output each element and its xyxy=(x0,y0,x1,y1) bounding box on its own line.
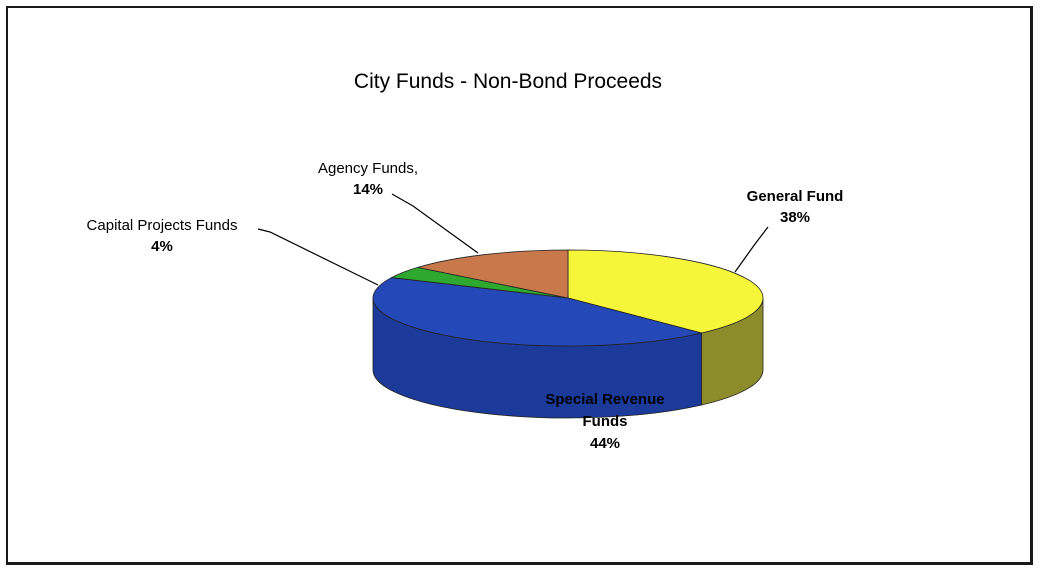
pie-group xyxy=(372,249,764,419)
pie-chart: City Funds - Non-Bond Proceeds General F… xyxy=(87,70,844,452)
pie-slice-general-fund xyxy=(567,249,764,334)
slice-value-special-revenue-funds: 44% xyxy=(590,435,620,452)
slice-label-agency-funds: Agency Funds, xyxy=(318,160,418,177)
pie-slice-agency-funds xyxy=(417,249,569,299)
pie-slice-special-revenue-funds xyxy=(372,277,702,347)
slice-value-general-fund: 38% xyxy=(780,209,810,226)
chart-frame: City Funds - Non-Bond Proceeds General F… xyxy=(6,6,1033,565)
slice-label-general-fund: General Fund xyxy=(747,188,844,205)
leader-line-general-fund xyxy=(734,226,769,273)
slice-value-capital-projects-funds: 4% xyxy=(151,238,173,255)
slice-value-agency-funds: 14% xyxy=(353,181,383,198)
slice-label-capital-projects-funds: Capital Projects Funds xyxy=(87,217,238,234)
label-group: General Fund 38% Special Revenue Funds 4… xyxy=(87,160,844,452)
slice-label-special-revenue-funds-line1: Special Revenue xyxy=(545,391,664,408)
leader-line-agency-funds xyxy=(391,193,479,254)
slice-label-special-revenue-funds-line2: Funds xyxy=(583,413,628,430)
chart-title: City Funds - Non-Bond Proceeds xyxy=(354,70,662,93)
leader-line-capital-projects-funds xyxy=(257,228,379,286)
